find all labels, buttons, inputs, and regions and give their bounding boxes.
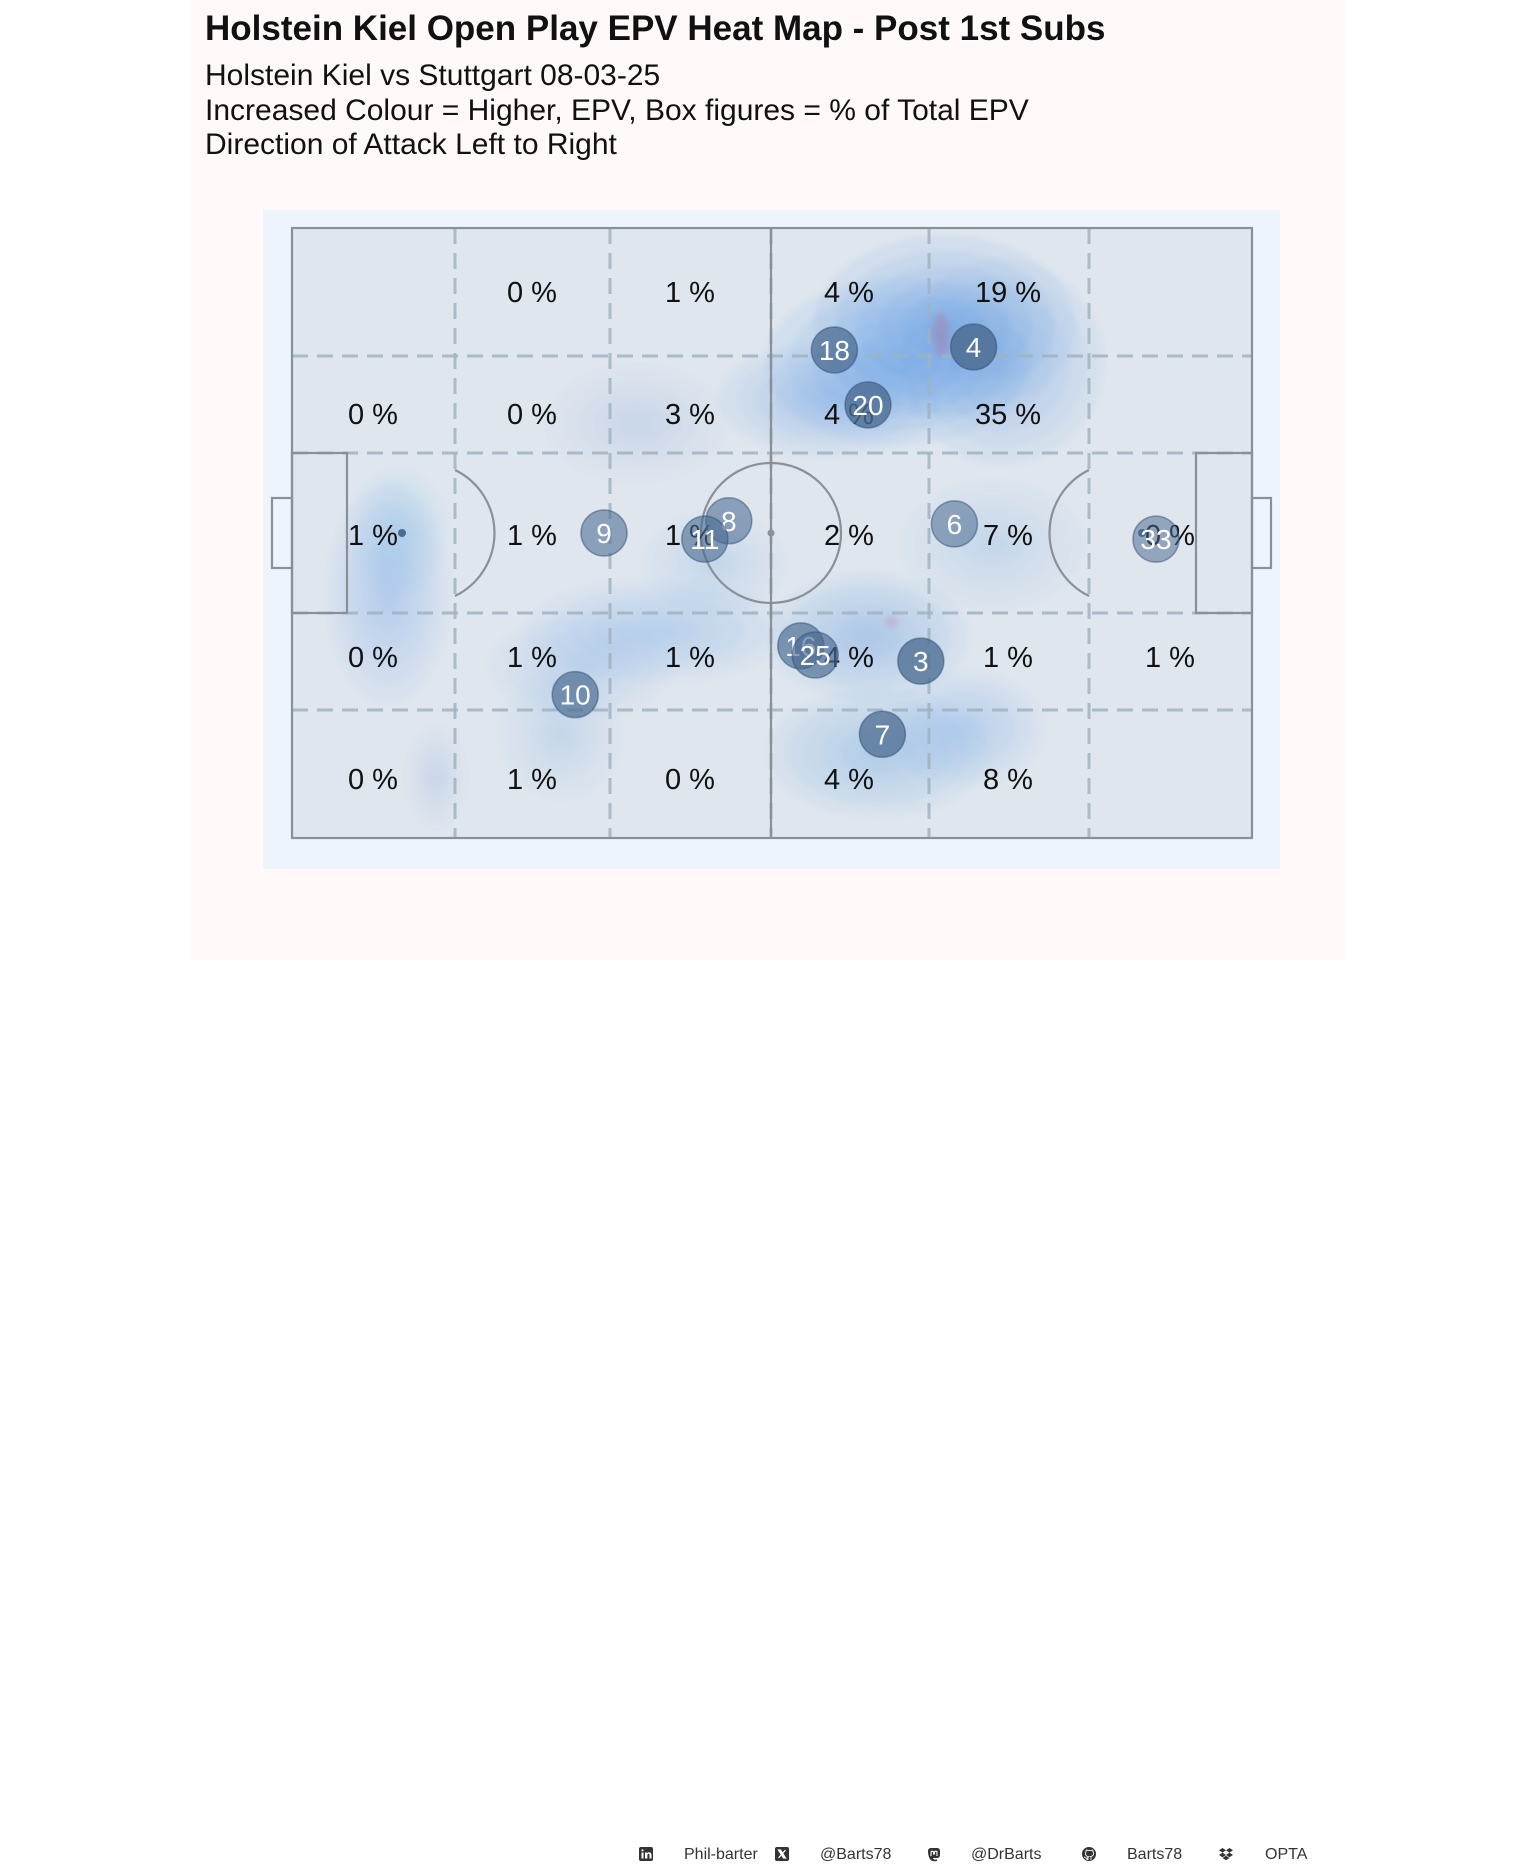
left-penalty-spot [398, 529, 406, 537]
dropbox-icon [1219, 1848, 1233, 1861]
heat-blob-10 [950, 718, 978, 738]
footer-github-text: Barts78 [1127, 1846, 1183, 1863]
player-marker: 6 [930, 500, 979, 548]
zone-label: 1 % [665, 277, 715, 309]
zone-label: 35 % [975, 399, 1041, 431]
player-circle [897, 637, 945, 685]
zone-label: 1 % [983, 642, 1033, 674]
heat-blob-15 [431, 768, 441, 785]
player-number: 9 [596, 518, 612, 549]
left-penalty-arc [454, 469, 496, 597]
player-circle [949, 323, 998, 371]
zone-label: 1 % [665, 642, 715, 674]
zone-label: 0 % [348, 399, 398, 431]
zone-label: 2 % [824, 520, 874, 552]
pitch-heatmap: 0 % 1 % 4 % 19 % 0 % 0 % 3 % 4 % 35 % 1 % 1 % 1 % 2 … [263, 210, 1280, 869]
heat-blob-4 [377, 575, 399, 613]
footer-mastodon-text: @DrBarts [971, 1846, 1042, 1863]
player-number: 10 [560, 680, 591, 711]
player-marker: 9 [580, 509, 628, 557]
zone-label: 4 % [824, 764, 874, 796]
player-marker: 20 [844, 381, 892, 429]
zone-label: 0 % [507, 399, 557, 431]
zone-label: 8 % [983, 764, 1033, 796]
mastodon-icon [928, 1848, 940, 1862]
footer-credits: Phil-barter @Barts78 @DrBarts Barts78 OP… [0, 920, 1536, 1863]
zone-label: 0 % [507, 277, 557, 309]
heat-blob-2 [811, 389, 849, 409]
centre-spot [767, 529, 775, 537]
zone-label: 4 % [824, 277, 874, 309]
player-number: 20 [852, 390, 883, 421]
player-circle [810, 326, 859, 374]
left-goal [270, 496, 294, 570]
x-icon [775, 1847, 789, 1861]
zone-label: 1 % [507, 520, 557, 552]
player-marker: 4 [949, 323, 998, 371]
player-circle [930, 500, 979, 548]
subtitle-line-1: Holstein Kiel vs Stuttgart 08-03-25 [205, 59, 661, 92]
heat-blob-11 [551, 724, 571, 745]
player-circle [681, 515, 729, 563]
heat-peak [931, 312, 950, 357]
zone-label: 1 % [507, 642, 557, 674]
zone-label: 0 % [348, 764, 398, 796]
footer-linkedin-text: Phil-barter [684, 1846, 758, 1863]
player-marker: 25 [791, 631, 839, 679]
player-marker: 11 [681, 515, 729, 563]
player-number: 6 [947, 509, 963, 540]
right-penalty-arc [1048, 469, 1090, 597]
heat-blob-8 [851, 626, 885, 648]
footer-dropbox-text: OPTA [1265, 1846, 1308, 1863]
player-circle [791, 631, 839, 679]
player-marker: 18 [810, 326, 859, 374]
zone-label: 19 % [975, 277, 1041, 309]
player-number: 18 [819, 335, 850, 366]
linkedin-icon [639, 1847, 653, 1861]
player-circle [858, 710, 907, 759]
zone-label: 0 % [665, 764, 715, 796]
player-marker: 33 [1132, 515, 1180, 563]
heat-blob-12 [622, 414, 652, 433]
player-circle [844, 381, 892, 429]
player-marker: 3 [897, 637, 945, 685]
subtitle-line-2: Increased Colour = Higher, EPV, Box figu… [205, 94, 1029, 127]
player-marker: 10 [551, 670, 599, 719]
zone-label: 3 % [665, 399, 715, 431]
player-number: 4 [966, 332, 982, 363]
player-circle [580, 509, 628, 557]
player-number: 3 [913, 646, 929, 677]
footer-x-text: @Barts78 [820, 1846, 892, 1863]
zone-label: 1 % [1145, 642, 1195, 674]
heat-blob-6 [634, 622, 679, 640]
player-number: 7 [875, 719, 891, 750]
player-number: 25 [800, 640, 831, 671]
zone-label: 7 % [983, 520, 1033, 552]
github-icon [1082, 1847, 1096, 1861]
player-marker: 7 [858, 710, 907, 759]
subtitle-line-3: Direction of Attack Left to Right [205, 128, 617, 161]
player-circle [551, 670, 599, 719]
chart-title: Holstein Kiel Open Play EPV Heat Map - P… [205, 9, 1106, 48]
heat-peak-2 [885, 615, 899, 628]
zone-label: 1 % [348, 520, 398, 552]
zone-label: 0 % [348, 642, 398, 674]
player-circle [1132, 515, 1180, 563]
right-goal [1250, 496, 1273, 570]
player-number: 33 [1140, 524, 1171, 555]
player-number: 11 [690, 524, 719, 555]
player-positions: 41820981163316253107 [551, 323, 1180, 759]
zone-label: 1 % [507, 764, 557, 796]
